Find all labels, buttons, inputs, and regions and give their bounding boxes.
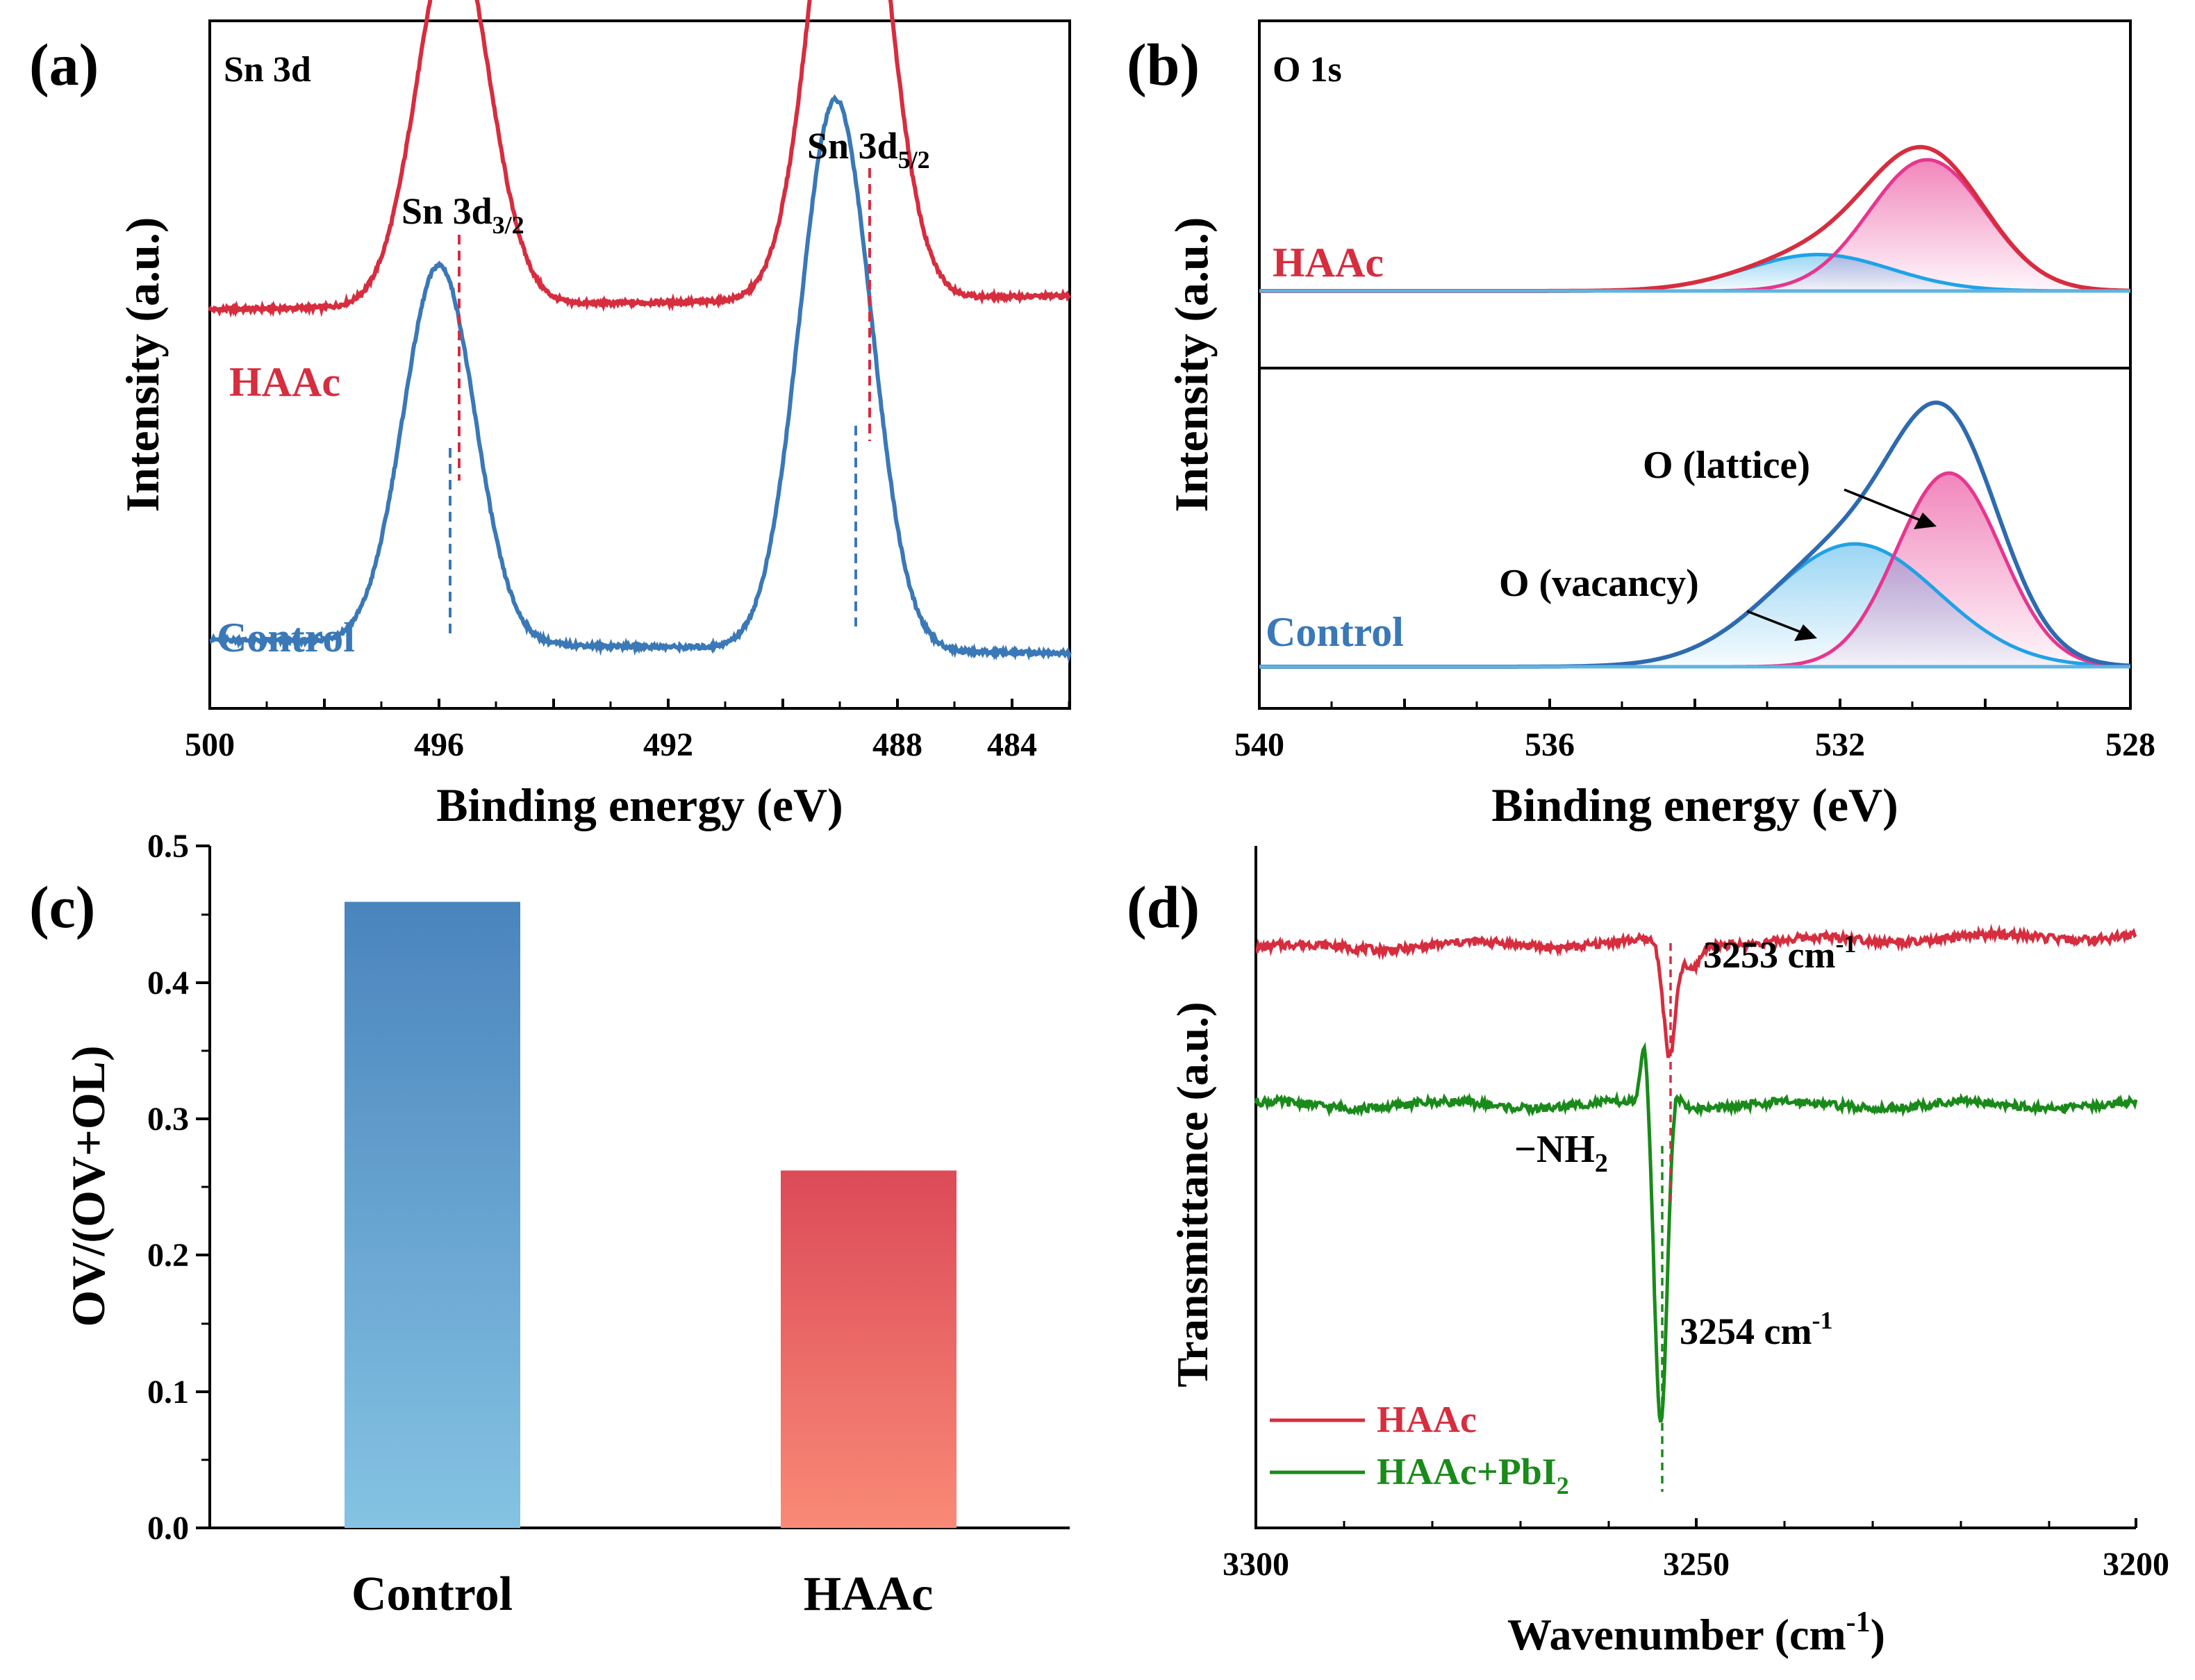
panel-b-arrow-vacancy [1746,610,1807,635]
panel-a-peak-label-5-2-text: Sn 3d [807,125,898,167]
panel-d-legend-label-haac: HAAc [1377,1399,1477,1440]
panel-a-line-control [209,94,1072,663]
panel-a-peak-label-5-2-sub: 5/2 [898,146,930,174]
panel-c-bar-haac [781,1170,956,1528]
panel-a-series-label-control: Control [217,615,355,660]
panel-b-tick-label: 532 [1815,726,1865,763]
panel-a-frame [208,19,1071,710]
panel-b-xlabel: Binding energy (eV) [1491,779,1898,831]
panel-b-series-label-haac: HAAc [1273,240,1384,285]
panel-d-tick-label: 3250 [1663,1546,1730,1583]
panel-c-y-ticks [196,845,210,1529]
panel-d-x-ticks [1254,1518,2137,1528]
panel-d: (d) 3300 3250 3200 3253 cm-1 3254 cm-1 −… [1127,846,2169,1659]
panel-a-series-label-haac: HAAc [229,359,340,405]
panel-d-xlabel-end: ) [1871,1610,1885,1659]
panel-b-ylabel: Intensity (a.u.) [1165,217,1218,512]
panel-d-annotation-3253-sup: -1 [1835,930,1856,958]
panel-b-letter: (b) [1127,31,1200,98]
panel-c: (c) 0.0 0.1 0.2 0.3 0.4 0.5 Control HAAc… [29,828,1070,1621]
panel-b-annotation-lattice: O (lattice) [1643,444,1810,487]
panel-b-corner-label: O 1s [1273,50,1342,90]
panel-c-category-label-haac: HAAc [804,1567,934,1621]
panel-b-control-fill-lattice [1259,473,2130,667]
panel-d-annotation-nh2-text: −NH [1514,1128,1595,1171]
panel-a-tick-label: 484 [987,726,1037,763]
panel-a-peak-label-3-2-text: Sn 3d [401,190,492,232]
panel-c-ylabel: OV/(OV+OL) [62,1045,115,1326]
panel-c-tick-label: 0.4 [147,965,189,1001]
panel-d-xlabel-sup: -1 [1846,1606,1871,1638]
panel-b-arrowhead-vacancy [1794,624,1817,641]
panel-a-tick-label: 488 [872,726,922,763]
panel-a-ylabel: Intensity (a.u.) [116,217,169,512]
panel-d-annotation-3253: 3253 cm-1 [1703,930,1856,976]
panel-d-annotation-3254-sup: -1 [1812,1306,1832,1334]
panel-b-annotation-vacancy: O (vacancy) [1499,562,1699,605]
panel-c-tick-label: 0.1 [147,1374,189,1411]
panel-d-annotation-nh2: −NH2 [1514,1128,1608,1178]
panel-a-letter: (a) [29,31,99,98]
panel-d-line-haac [1255,923,2137,1058]
panel-c-bar-control [345,901,520,1528]
panel-c-category-label-control: Control [351,1567,513,1621]
panel-a-tick-label: 496 [414,726,464,763]
panel-d-xlabel-text: Wavenumber (cm [1507,1610,1846,1659]
panel-c-tick-label: 0.2 [147,1237,189,1274]
panel-b-tick-label: 528 [2105,726,2155,763]
panel-d-ylabel: Transmittance (a.u.) [1168,1001,1217,1387]
panel-d-xlabel: Wavenumber (cm-1) [1507,1606,1885,1659]
panel-a-line-haac [208,0,1072,318]
panel-c-tick-label: 0.3 [147,1101,189,1138]
panel-a-peak-label-3-2: Sn 3d3/2 [401,190,524,239]
panel-a-peak-label-5-2: Sn 3d5/2 [807,125,930,174]
panel-c-tick-label: 0.0 [147,1510,189,1547]
panel-b-haac-fill-lattice [1259,160,2130,291]
panel-a-corner-label: Sn 3d [224,50,311,90]
panel-d-line-haac-pbi2 [1254,1042,2138,1423]
panel-b-series-label-control: Control [1266,609,1404,655]
panel-a-xlabel: Binding energy (eV) [436,779,843,831]
panel-d-annotation-3254-text: 3254 cm [1680,1311,1812,1352]
panel-d-tick-label: 3300 [1223,1546,1289,1583]
panel-b: (b) O 1s HAAc Control O (lattice) O (vac… [1127,19,2155,831]
panel-d-legend-label-haac-pbi2-text: HAAc+PbI [1377,1451,1557,1492]
panel-b-tick-label: 536 [1525,726,1575,763]
panel-d-annotation-3254: 3254 cm-1 [1680,1306,1832,1352]
panel-b-arrow-lattice [1844,488,1926,524]
panel-d-legend-label-haac-pbi2-sub: 2 [1557,1472,1569,1499]
panel-d-tick-label: 3200 [2103,1546,2169,1583]
panel-b-tick-label: 540 [1234,726,1284,763]
panel-b-x-ticks [1258,699,2132,708]
panel-c-tick-label: 0.5 [147,828,189,865]
panel-a-tick-label: 492 [643,726,693,763]
panel-a-tick-label: 500 [185,726,235,763]
panel-b-arrowhead-lattice [1914,513,1937,529]
panel-a-x-ticks [208,699,1070,708]
panel-d-annotation-3253-text: 3253 cm [1703,934,1835,976]
panel-d-legend: HAAc HAAc+PbI2 [1270,1399,1569,1499]
panel-d-annotation-nh2-sub: 2 [1595,1149,1608,1178]
panel-a: (a) Sn 3d Sn 3d3/2 Sn 3d5/2 HAAc Control [29,0,1072,831]
panel-d-legend-label-haac-pbi2: HAAc+PbI2 [1377,1451,1569,1499]
panel-c-letter: (c) [29,874,95,940]
panel-a-peak-label-3-2-sub: 3/2 [492,211,524,239]
panel-d-letter: (d) [1127,874,1200,940]
